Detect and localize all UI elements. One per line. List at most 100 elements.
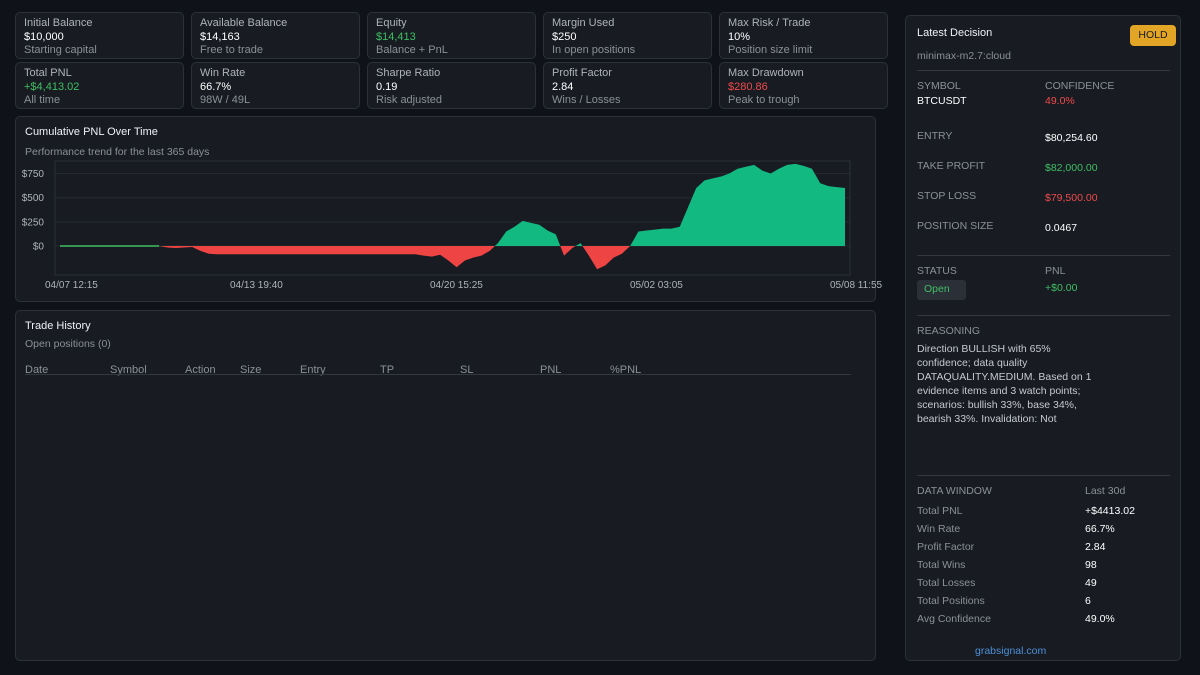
column-header-pnl-percent[interactable]: %PNL — [610, 364, 642, 376]
column-header-action[interactable]: Action — [185, 364, 216, 376]
x-tick-label: 05/02 03:05 — [630, 280, 683, 291]
column-header-tp[interactable]: TP — [380, 364, 395, 376]
stat-value: $10,000 — [24, 30, 64, 43]
chart-subtitle: Performance trend for the last 365 days — [25, 146, 210, 158]
divider — [917, 315, 1170, 316]
column-header-symbol[interactable]: Symbol — [110, 364, 147, 376]
column-header-pnl[interactable]: PNL — [540, 364, 562, 376]
chart-title: Cumulative PNL Over Time — [25, 126, 158, 138]
open-positions-count: Open positions (0) — [25, 338, 111, 350]
x-tick-label: 04/13 19:40 — [230, 280, 283, 291]
negative-area — [60, 246, 845, 270]
stat-card-sharpe-ratio: Sharpe Ratio 0.19 Risk adjusted — [367, 62, 536, 109]
stat-label: Total PNL — [24, 67, 72, 79]
y-tick-label: $250 — [22, 217, 45, 228]
y-tick-label: $0 — [33, 242, 45, 253]
reasoning-line: evidence items and 3 watch points; — [917, 385, 1081, 397]
pnl-area-chart: $750 $500 $250 $0 04/07 12:15 04/13 19:40 04/2… — [22, 160, 883, 291]
stat-sub: Balance + PnL — [376, 44, 448, 56]
latest-decision-panel — [905, 15, 1181, 661]
stop-loss-value: $79,500.00 — [1045, 192, 1098, 204]
plot-frame — [54, 160, 851, 276]
stat-sub: Peak to trough — [728, 94, 800, 106]
positive-area — [60, 163, 845, 247]
metric-label: Win Rate — [917, 523, 961, 535]
divider — [917, 255, 1170, 256]
model-name: minimax-m2.7:cloud — [917, 50, 1011, 62]
reasoning-line: Direction BULLISH with 65% — [917, 343, 1051, 355]
metric-value: 2.84 — [1085, 541, 1106, 553]
stat-label: Max Drawdown — [728, 67, 804, 79]
table-header-divider — [25, 374, 851, 375]
reasoning-label: REASONING — [917, 325, 981, 337]
column-header-sl[interactable]: SL — [460, 364, 474, 376]
decision-badge: HOLD — [1130, 25, 1176, 46]
entry-label: ENTRY — [917, 130, 953, 142]
stat-card-initial-balance: Initial Balance $10,000 Starting capital — [15, 12, 184, 59]
confidence-value: 49.0% — [1045, 95, 1075, 107]
pnl-label: PNL — [1045, 265, 1066, 277]
metric-value: 66.7% — [1085, 523, 1115, 535]
stat-label: Sharpe Ratio — [376, 67, 441, 79]
y-tick-label: $500 — [22, 193, 45, 204]
y-tick-label: $750 — [22, 169, 45, 180]
stat-value: 2.84 — [552, 80, 574, 93]
stat-sub: 98W / 49L — [200, 94, 251, 106]
stat-card-margin-used: Margin Used $250 In open positions — [543, 12, 712, 59]
stat-card-available-balance: Available Balance $14,163 Free to trade — [191, 12, 360, 59]
reasoning-text: Direction BULLISH with 65% confidence; d… — [917, 342, 1117, 426]
reasoning-line: DATAQUALITY.MEDIUM. Based on 1 — [917, 371, 1092, 383]
stop-loss-label: STOP LOSS — [917, 190, 977, 202]
stat-sub: In open positions — [552, 44, 636, 56]
stat-value: $250 — [552, 30, 577, 43]
stat-label: Equity — [376, 17, 407, 29]
reasoning-line: scenarios: bullish 33%, base 34%, — [917, 399, 1077, 411]
stat-sub: Free to trade — [200, 44, 263, 56]
stat-sub: Starting capital — [24, 44, 97, 56]
data-window-label: DATA WINDOW — [917, 485, 992, 497]
take-profit-value: $82,000.00 — [1045, 162, 1098, 174]
stat-label: Margin Used — [552, 17, 615, 29]
stat-value: $14,163 — [200, 30, 240, 43]
column-header-date[interactable]: Date — [25, 364, 49, 376]
stat-sub: Risk adjusted — [376, 94, 443, 106]
status-label: STATUS — [917, 265, 957, 277]
x-tick-label: 04/07 12:15 — [45, 280, 98, 291]
stat-value: +$4,413.02 — [24, 80, 80, 93]
metric-value: 49 — [1085, 577, 1097, 589]
stat-label: Max Risk / Trade — [728, 17, 811, 29]
divider — [917, 475, 1170, 476]
stat-value: 10% — [728, 30, 751, 43]
stat-sub: All time — [24, 94, 61, 106]
status-pill: Open — [917, 280, 966, 300]
take-profit-label: TAKE PROFIT — [917, 160, 986, 172]
metric-label: Profit Factor — [917, 541, 975, 553]
footer-link[interactable]: grabsignal.com — [975, 645, 1047, 657]
position-size-label: POSITION SIZE — [917, 220, 994, 232]
stat-sub: Position size limit — [728, 44, 813, 56]
stat-value: $280.86 — [728, 80, 768, 93]
trade-history-title: Trade History — [25, 320, 91, 332]
stat-value: $14,413 — [376, 30, 416, 43]
stat-value: 0.19 — [376, 80, 398, 93]
metric-label: Total Positions — [917, 595, 985, 607]
stat-card-max-risk: Max Risk / Trade 10% Position size limit — [719, 12, 888, 59]
stat-label: Initial Balance — [24, 17, 93, 29]
confidence-label: CONFIDENCE — [1045, 80, 1115, 92]
column-header-size[interactable]: Size — [240, 364, 262, 376]
x-tick-label: 04/20 15:25 — [430, 280, 483, 291]
stat-sub: Wins / Losses — [552, 94, 621, 106]
symbol-label: SYMBOL — [917, 80, 961, 92]
metric-value: +$4413.02 — [1085, 505, 1135, 517]
pnl-value: +$0.00 — [1045, 282, 1078, 294]
x-tick-label: 05/08 11:55 — [830, 280, 883, 291]
metric-label: Total Wins — [917, 559, 966, 571]
column-header-entry[interactable]: Entry — [300, 364, 326, 376]
metric-value: 98 — [1085, 559, 1097, 571]
decision-title: Latest Decision — [917, 27, 993, 39]
metric-value: 6 — [1085, 595, 1091, 607]
stat-card-equity: Equity $14,413 Balance + PnL — [367, 12, 536, 59]
divider — [917, 70, 1170, 71]
metric-label: Avg Confidence — [917, 613, 991, 625]
data-window-value: Last 30d — [1085, 485, 1126, 497]
